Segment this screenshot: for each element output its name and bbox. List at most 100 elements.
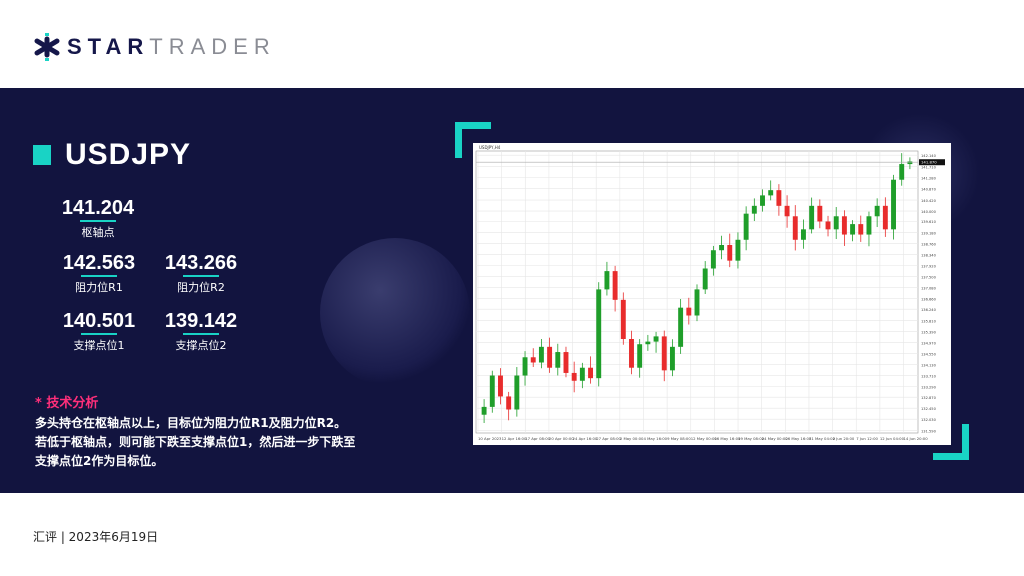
y-tick-label: 140.000 xyxy=(921,210,937,214)
header: STARTRADER xyxy=(0,0,1024,88)
candle-body xyxy=(866,216,872,235)
s1-level: 140.501 支撑点位1 xyxy=(58,310,140,353)
candle-body xyxy=(481,406,487,415)
candle-body xyxy=(522,357,528,376)
x-tick-label: 26 May 16:00 xyxy=(785,436,812,441)
x-tick-label: 31 May 04:00 xyxy=(809,436,836,441)
candle-body xyxy=(891,179,896,230)
current-price-label: 141.870 xyxy=(921,160,937,165)
analysis-line: 多头持仓在枢轴点以上，目标位为阻力位R1及阻力位R2。 xyxy=(35,416,347,430)
candle-body xyxy=(588,367,594,379)
x-tick-label: 7 Jun 12:00 xyxy=(856,436,878,441)
x-tick-label: 4 May 16:00 xyxy=(643,436,667,441)
candle-body xyxy=(776,190,782,206)
x-tick-label: 27 Apr 08:00 xyxy=(596,436,621,441)
candle-body xyxy=(669,346,675,371)
price-chart: 142.140 141.710 141.280 140.870 140.420 140.0… xyxy=(473,143,951,445)
candle-body xyxy=(751,205,757,214)
x-tick-label: 9 May 08:00 xyxy=(667,436,691,441)
y-tick-label: 137.080 xyxy=(921,286,937,290)
s1-value: 140.501 xyxy=(62,310,136,332)
candle-body xyxy=(833,216,839,230)
s2-level: 139.142 支撑点位2 xyxy=(160,310,242,353)
candle-body xyxy=(620,299,626,339)
y-tick-label: 138.760 xyxy=(921,242,937,246)
candle-body xyxy=(882,205,888,230)
candle-body xyxy=(694,289,700,316)
r1-label: 阻力位R1 xyxy=(75,281,123,294)
candlestick-chart: 142.140 141.710 141.280 140.870 140.420 140.0… xyxy=(475,145,945,441)
x-tick-label: 12 Jun 04:00 xyxy=(880,436,905,441)
candle-body xyxy=(809,205,815,230)
x-tick-label: 14 Jun 20:00 xyxy=(904,436,929,441)
x-tick-label: 10 Apr 2023 xyxy=(478,436,502,441)
x-tick-label: 17 Apr 08:00 xyxy=(525,436,550,441)
y-tick-label: 137.920 xyxy=(921,264,937,268)
analysis-title: * 技术分析 xyxy=(35,396,99,411)
symbol-name: USDJPY xyxy=(65,138,192,171)
symbol-heading: USDJPY xyxy=(33,138,191,172)
current-price-tag xyxy=(919,159,945,166)
candle-body xyxy=(735,239,741,261)
candle-body xyxy=(653,336,659,342)
candle-body xyxy=(530,357,536,363)
x-tick-label: 24 Apr 16:00 xyxy=(573,436,598,441)
r2-level: 143.266 阻力位R2 xyxy=(160,252,242,295)
r1-value: 142.563 xyxy=(62,252,136,274)
candle-body xyxy=(702,268,708,290)
s1-label: 支撑点位1 xyxy=(73,339,125,352)
x-tick-label: 19 May 08:00 xyxy=(738,436,765,441)
candle-body xyxy=(817,205,823,222)
candle-body xyxy=(841,216,847,235)
y-tick-label: 132.030 xyxy=(921,418,937,422)
analysis-line: 若低于枢轴点，则可能下跌至支撑点位1，然后进一步下跌至 xyxy=(35,435,356,449)
candle-body xyxy=(768,190,774,196)
x-tick-label: 20 Apr 00:00 xyxy=(549,436,574,441)
r1-level: 142.563 阻力位R1 xyxy=(58,252,140,295)
y-tick-label: 142.140 xyxy=(921,154,937,158)
corner-bracket-top-left xyxy=(455,122,491,158)
candle-body xyxy=(678,307,684,347)
candle-body xyxy=(579,367,585,381)
candle-body xyxy=(571,372,577,381)
candle-body xyxy=(719,245,725,251)
candle-body xyxy=(604,271,610,290)
y-tick-label: 134.550 xyxy=(921,352,937,356)
candle-body xyxy=(563,352,569,373)
y-tick-label: 137.500 xyxy=(921,275,937,279)
x-tick-label: 2 Jun 20:00 xyxy=(833,436,855,441)
candle-body xyxy=(800,229,806,240)
y-tick-label: 132.450 xyxy=(921,407,937,411)
y-tick-label: 135.810 xyxy=(921,319,937,323)
y-tick-label: 140.870 xyxy=(921,187,937,191)
candle-body xyxy=(547,346,553,368)
y-tick-label: 139.180 xyxy=(921,231,937,235)
candle-body xyxy=(874,205,880,217)
footer-date: 汇评 | 2023年6月19日 xyxy=(33,530,159,544)
y-tick-label: 131.590 xyxy=(921,430,937,434)
candle-body xyxy=(792,216,798,240)
r2-label: 阻力位R2 xyxy=(177,281,225,294)
y-tick-label: 141.280 xyxy=(921,177,937,181)
s2-value: 139.142 xyxy=(164,310,238,332)
corner-bracket-bottom-right xyxy=(933,424,969,460)
y-tick-label: 134.130 xyxy=(921,363,937,367)
r2-value: 143.266 xyxy=(164,252,238,274)
candle-body xyxy=(629,339,634,368)
analysis-body: 多头持仓在枢轴点以上，目标位为阻力位R1及阻力位R2。 若低于枢轴点，则可能下跌… xyxy=(35,414,405,471)
accent-square-icon xyxy=(33,145,51,165)
candle-body xyxy=(661,336,667,371)
candle-body xyxy=(907,161,913,165)
x-tick-label: 24 May 00:00 xyxy=(762,436,789,441)
brand-part1: STAR xyxy=(67,34,150,59)
candle-body xyxy=(727,245,733,261)
s2-label: 支撑点位2 xyxy=(175,339,227,352)
x-tick-label: 2 May 00:00 xyxy=(620,436,644,441)
pivot-value: 141.204 xyxy=(61,197,135,219)
y-tick-label: 136.660 xyxy=(921,297,937,301)
startrader-logo: STARTRADER xyxy=(33,33,276,61)
y-tick-label: 138.340 xyxy=(921,253,937,257)
candle-body xyxy=(686,307,692,316)
y-tick-label: 140.420 xyxy=(921,199,937,203)
y-tick-label: 136.240 xyxy=(921,308,937,312)
